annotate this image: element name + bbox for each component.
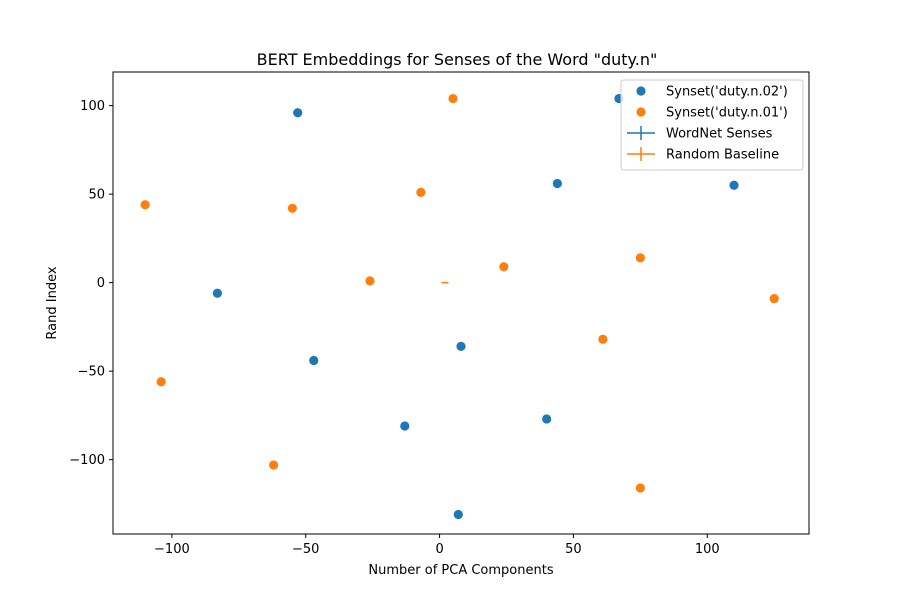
- data-point-series-2: [769, 293, 779, 304]
- data-point-series-1: [542, 414, 552, 424]
- legend-label: Random Baseline: [666, 148, 779, 163]
- x-tick-label: 100: [695, 542, 720, 557]
- data-point-series-1: [552, 178, 562, 189]
- legend-box: [620, 79, 804, 171]
- data-point-series-2: [499, 262, 509, 272]
- data-point-series-1: [729, 180, 739, 190]
- data-point-series-1: [309, 355, 319, 366]
- data-point-series-2: [365, 276, 375, 286]
- data-point-series-2: [140, 200, 150, 210]
- y-tick-label: 100: [80, 99, 105, 114]
- chart-title: BERT Embeddings for Senses of the Word "…: [257, 50, 658, 69]
- data-point-series-2: [416, 187, 426, 197]
- data-point-series-2: [269, 460, 279, 470]
- data-point-series-2: [598, 334, 608, 344]
- x-tick-label: −100: [154, 542, 190, 557]
- y-tick-label: 0: [97, 276, 105, 291]
- x-axis-label: Number of PCA Components: [368, 563, 553, 578]
- x-tick-label: 0: [435, 542, 443, 557]
- data-point-series-2: [448, 93, 458, 104]
- legend-marker: [636, 107, 646, 117]
- legend-label: WordNet Senses: [666, 127, 773, 142]
- plot-border: [112, 71, 810, 535]
- data-point-series-1: [212, 288, 222, 298]
- legend: Synset('duty.n.02') Synset('duty.n.01') Wo…: [620, 79, 804, 171]
- data-point-series-1: [456, 341, 466, 351]
- legend-label: Synset('duty.n.01'): [666, 106, 788, 121]
- data-point-series-1: [293, 108, 303, 118]
- data-point-series-2: [635, 253, 645, 263]
- y-tick-label: −50: [78, 365, 105, 380]
- data-point-series-1: [400, 421, 410, 431]
- y-axis-label: Rand Index: [45, 266, 60, 339]
- data-point-series-2: [156, 377, 166, 387]
- data-point-series-1: [453, 509, 463, 520]
- y-tick-label: −100: [69, 453, 105, 468]
- y-tick-label: 50: [88, 188, 105, 203]
- legend-marker: [636, 86, 646, 96]
- marks-layer: [140, 93, 779, 520]
- data-point-series-2: [635, 483, 645, 493]
- axes-layer: −100 −50 0 50 100 −100 −50 0 50 100: [69, 99, 719, 557]
- x-tick-label: 50: [565, 542, 582, 557]
- legend-label: Synset('duty.n.02'): [666, 85, 788, 100]
- x-tick-label: −50: [292, 542, 319, 557]
- data-point-series-2: [287, 203, 297, 213]
